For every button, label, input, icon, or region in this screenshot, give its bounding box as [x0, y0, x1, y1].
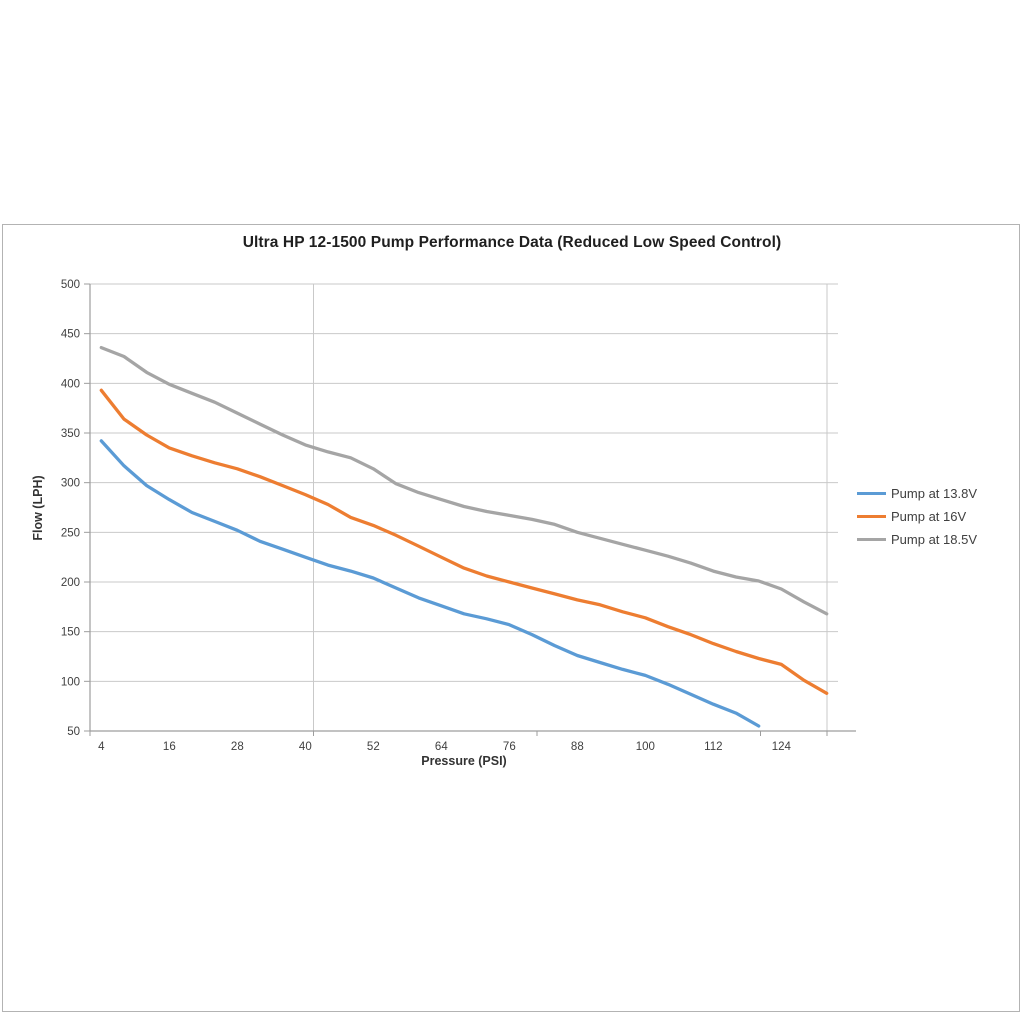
legend-item-pump-16v: Pump at 16V — [857, 509, 977, 524]
legend-swatch-blue — [857, 491, 886, 496]
y-tick-label: 50 — [67, 726, 80, 738]
legend-label: Pump at 18.5V — [891, 532, 977, 547]
x-tick-label: 112 — [704, 741, 722, 753]
legend-label: Pump at 13.8V — [891, 486, 977, 501]
chart-title: Ultra HP 12-1500 Pump Performance Data (… — [242, 234, 782, 251]
x-tick-label: 88 — [571, 741, 584, 753]
series-line-pump-at-18.5v — [99, 345, 829, 616]
y-tick-label: 500 — [61, 279, 80, 291]
chart-frame — [2, 224, 1020, 1012]
legend-item-pump-18-5v: Pump at 18.5V — [857, 532, 977, 547]
x-tick-label: 40 — [299, 741, 312, 753]
legend-label: Pump at 16V — [891, 509, 967, 524]
series-line-pump-at-13.8v — [99, 439, 761, 728]
legend-swatch-orange — [857, 514, 886, 519]
y-tick-label: 150 — [61, 627, 80, 639]
x-tick-label: 4 — [98, 741, 105, 753]
x-tick-label: 16 — [163, 741, 176, 753]
y-tick-label: 350 — [61, 428, 80, 440]
y-tick-label: 400 — [61, 378, 80, 390]
x-tick-label: 100 — [636, 741, 655, 753]
y-tick-label: 300 — [61, 478, 80, 490]
y-tick-label: 200 — [61, 577, 80, 589]
series-line-pump-at-16v — [99, 388, 829, 695]
x-tick-label: 124 — [772, 741, 792, 753]
x-axis-title: Pressure (PSI) — [421, 754, 507, 768]
y-tick-label: 100 — [61, 676, 80, 688]
y-tick-label: 250 — [61, 527, 80, 539]
legend-item-pump-13-8v: Pump at 13.8V — [857, 486, 977, 501]
legend-swatch-gray — [857, 537, 886, 542]
x-tick-label: 52 — [367, 741, 380, 753]
x-tick-label: 28 — [231, 741, 244, 753]
x-tick-label: 64 — [435, 741, 448, 753]
y-tick-label: 450 — [61, 329, 80, 341]
legend: Pump at 13.8V Pump at 16V Pump at 18.5V — [857, 486, 977, 547]
x-tick-label: 76 — [503, 741, 516, 753]
